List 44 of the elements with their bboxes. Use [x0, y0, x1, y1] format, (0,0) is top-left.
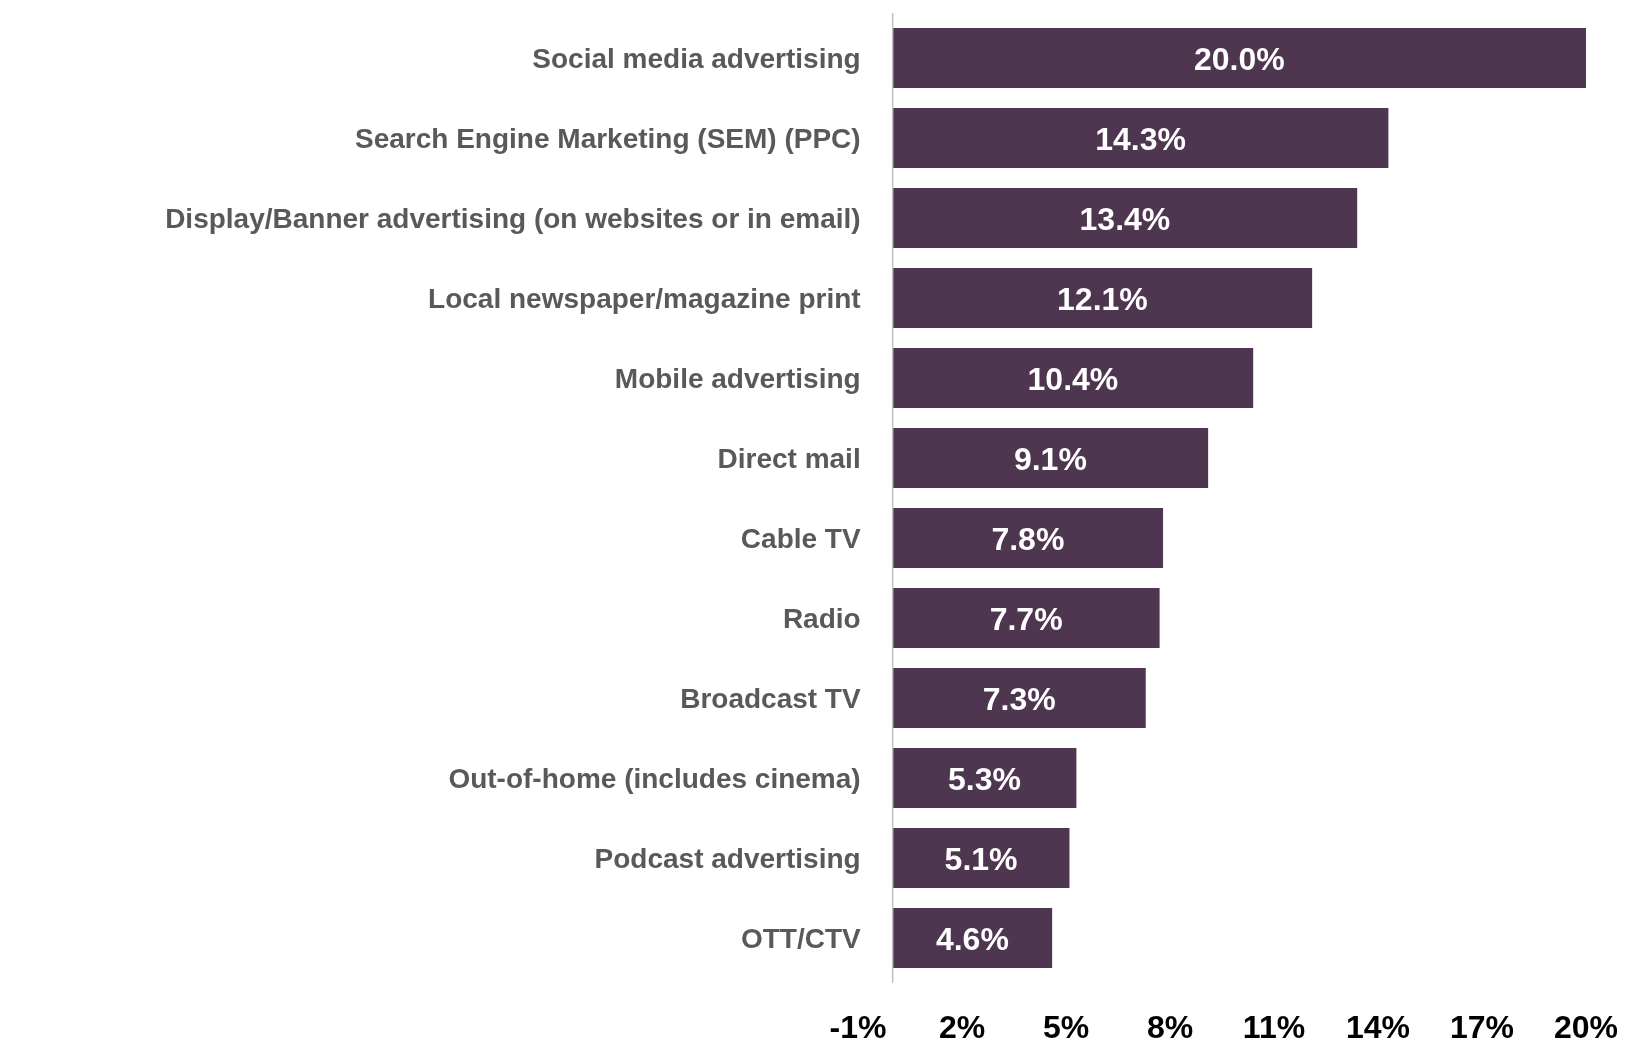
bar	[892, 668, 1146, 728]
y-tick-label: Direct mail	[717, 442, 861, 474]
bar	[892, 508, 1164, 568]
data-label: 20.0%	[1193, 41, 1285, 78]
bar	[892, 428, 1209, 488]
data-label: 13.4%	[1079, 201, 1171, 238]
bar	[892, 748, 1077, 808]
y-tick-label: OTT/CTV	[740, 922, 861, 954]
x-tick-label: -1%	[829, 1009, 887, 1045]
data-label: 4.6%	[935, 921, 1009, 958]
bar	[892, 268, 1313, 328]
data-label: 7.8%	[991, 521, 1065, 558]
x-tick-label: 5%	[1042, 1009, 1090, 1045]
x-tick-label: 14%	[1345, 1009, 1411, 1045]
bar	[892, 908, 1053, 968]
data-label: 7.7%	[989, 601, 1063, 638]
bar	[892, 588, 1160, 648]
y-tick-label: Display/Banner advertising (on websites or in email)	[165, 202, 861, 234]
y-tick-label: Mobile advertising	[614, 362, 861, 394]
y-tick-label: Local newspaper/magazine print	[428, 282, 861, 314]
y-tick-label: Search Engine Marketing (SEM) (PPC)	[355, 122, 861, 154]
data-label: 9.1%	[1013, 441, 1087, 478]
data-label: 10.4%	[1027, 361, 1119, 398]
bar	[892, 108, 1389, 168]
data-label: 12.1%	[1057, 281, 1148, 318]
y-tick-label: Social media advertising	[532, 42, 861, 74]
y-tick-label: Podcast advertising	[594, 842, 861, 874]
data-label: 14.3%	[1095, 121, 1186, 158]
x-tick-label: 8%	[1146, 1009, 1194, 1045]
y-tick-label: Radio	[782, 602, 861, 634]
x-tick-label: 17%	[1449, 1009, 1515, 1045]
x-tick-label: 20%	[1553, 1009, 1619, 1045]
bar	[892, 188, 1358, 248]
bar	[892, 348, 1254, 408]
x-tick-label: 11%	[1242, 1009, 1306, 1045]
bar	[892, 828, 1070, 888]
y-tick-label: Out-of-home (includes cinema)	[448, 762, 861, 794]
y-tick-label: Cable TV	[740, 522, 861, 554]
data-label: 7.3%	[982, 681, 1056, 718]
data-label: 5.3%	[948, 761, 1021, 798]
bar	[892, 28, 1586, 88]
x-tick-label: 2%	[938, 1009, 986, 1045]
y-tick-label: Broadcast TV	[680, 682, 861, 714]
data-label: 5.1%	[944, 841, 1018, 878]
